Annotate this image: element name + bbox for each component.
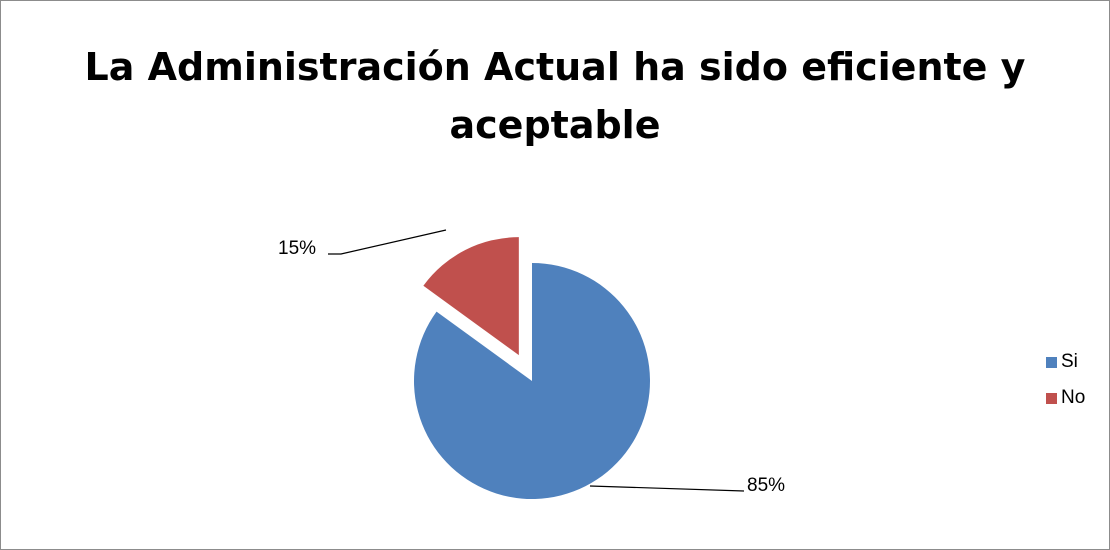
pie-slice-no xyxy=(423,237,519,356)
pie-slice-si xyxy=(414,263,650,499)
chart-title: La Administración Actual ha sido eficien… xyxy=(0,38,1110,154)
legend-item-si: Si xyxy=(1046,344,1085,380)
data-label-no: 15% xyxy=(278,238,316,259)
legend: Si No xyxy=(1046,344,1085,416)
chart-title-line-1: La Administración Actual ha sido eficien… xyxy=(84,45,1026,89)
chart-title-line-2: aceptable xyxy=(449,103,661,147)
legend-item-no: No xyxy=(1046,380,1085,416)
legend-swatch-no xyxy=(1046,392,1057,404)
leader-line-no xyxy=(328,229,447,255)
legend-label-no: No xyxy=(1061,387,1086,408)
data-label-si: 85% xyxy=(747,475,785,496)
leader-line-si xyxy=(589,485,745,492)
legend-label-si: Si xyxy=(1061,351,1078,372)
legend-swatch-si xyxy=(1046,356,1057,368)
